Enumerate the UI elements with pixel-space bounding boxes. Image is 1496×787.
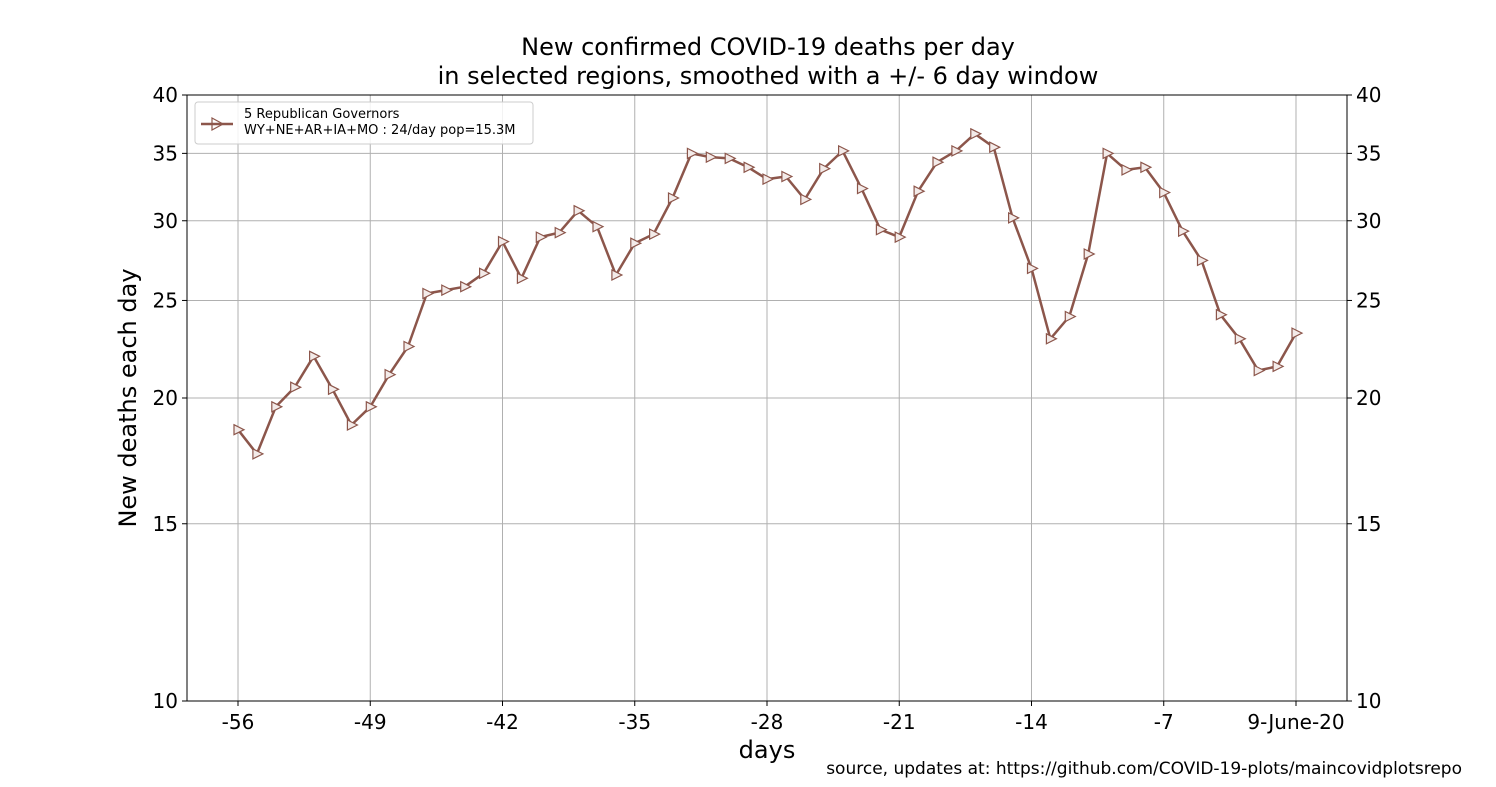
data-point-marker (1215, 308, 1228, 321)
y-axis-label: New deaths each day (114, 268, 142, 527)
legend-entry-label: WY+NE+AR+IA+MO : 24/day pop=15.3M (244, 123, 516, 138)
data-point-marker (365, 400, 378, 413)
y-tick-label-left: 20 (153, 386, 178, 410)
data-point-marker (1026, 262, 1039, 275)
data-point-marker (233, 423, 246, 436)
data-point-marker (384, 368, 397, 381)
data-point-marker (535, 231, 548, 244)
y-tick-label-left: 40 (153, 83, 178, 107)
data-point-marker (1140, 161, 1153, 174)
y-axis-right: 10 15 20 25 30 35 40 (1347, 83, 1381, 713)
y-tick-label-left: 15 (153, 512, 178, 536)
data-point-marker (894, 231, 907, 244)
data-point-marker (1045, 332, 1058, 345)
y-tick-label-right: 20 (1356, 386, 1381, 410)
chart-title-line-2: in selected regions, smoothed with a +/-… (438, 62, 1099, 90)
x-axis-label: days (739, 736, 796, 764)
y-axis-left: 10 15 20 25 30 35 40 (153, 83, 187, 713)
y-tick-label-left: 30 (153, 209, 178, 233)
data-point-marker (497, 235, 510, 248)
data-point-marker (1121, 163, 1134, 176)
x-axis: -56 -49 -42 -35 -28 -21 -14 -7 9-June-20 (222, 701, 1345, 734)
chart-title-line-1: New confirmed COVID-19 deaths per day (521, 33, 1015, 61)
y-tick-label-right: 25 (1356, 288, 1381, 312)
x-tick-label: -7 (1154, 710, 1174, 734)
y-tick-label-right: 15 (1356, 512, 1381, 536)
data-point-marker (1064, 310, 1077, 323)
data-point-marker (1196, 254, 1209, 267)
data-point-marker (252, 447, 265, 460)
x-tick-label: -14 (1015, 710, 1048, 734)
data-point-marker (1159, 186, 1172, 199)
data-point-marker (781, 170, 794, 183)
legend-box (194, 101, 534, 145)
x-tick-label: -42 (486, 710, 519, 734)
y-tick-label-left: 35 (153, 141, 178, 165)
data-point-marker (724, 152, 737, 165)
data-point-marker (686, 147, 699, 160)
data-point-marker (460, 280, 473, 293)
data-point-marker (630, 237, 643, 250)
legend: 5 Republican Governors WY+NE+AR+IA+MO : … (194, 101, 534, 145)
y-tick-label-left: 10 (153, 689, 178, 713)
data-point-marker (970, 127, 983, 140)
x-tick-label: -28 (751, 710, 784, 734)
data-point-marker (441, 284, 454, 297)
source-note: source, updates at: https://github.com/C… (826, 759, 1462, 779)
grid-lines (187, 94, 1347, 702)
data-point-marker (1008, 211, 1020, 224)
data-point-marker (554, 226, 567, 239)
data-point-marker (327, 383, 340, 396)
data-point-marker (913, 185, 926, 198)
data-point-marker (1272, 360, 1285, 373)
data-point-marker (1178, 225, 1190, 238)
data-point-marker (875, 223, 888, 236)
data-point-marker (309, 350, 321, 363)
chart-title: New confirmed COVID-19 deaths per day in… (438, 33, 1099, 90)
legend-marker-swatch (211, 116, 225, 132)
y-tick-label-right: 30 (1356, 209, 1381, 233)
data-point-marker (611, 269, 624, 281)
data-point-marker (346, 419, 359, 431)
data-point-marker (479, 267, 491, 280)
y-tick-label-right: 35 (1356, 141, 1381, 165)
series-layer (233, 127, 1304, 460)
data-point-marker (762, 173, 775, 186)
data-point-marker (271, 400, 284, 413)
data-point-marker (1291, 327, 1304, 340)
x-tick-label: -21 (883, 710, 916, 734)
data-point-marker (1253, 364, 1266, 377)
data-point-marker (516, 272, 529, 285)
data-point-marker (649, 228, 661, 241)
data-point-marker (932, 156, 945, 169)
x-tick-label: -35 (618, 710, 651, 734)
data-point-marker (1234, 332, 1247, 345)
y-tick-label-right: 40 (1356, 83, 1381, 107)
data-point-marker (573, 204, 586, 217)
data-point-marker (1102, 147, 1115, 160)
data-point-marker (838, 144, 850, 157)
data-point-marker (743, 161, 756, 174)
data-point-marker (592, 220, 605, 233)
x-tick-label: -49 (354, 710, 387, 734)
data-point-marker (819, 162, 832, 175)
data-point-marker (989, 141, 1002, 154)
data-point-marker (951, 144, 964, 157)
y-tick-label-right: 10 (1356, 689, 1381, 713)
data-point-marker (422, 287, 435, 300)
y-tick-label-left: 25 (153, 288, 178, 312)
x-tick-label: 9-June-20 (1247, 710, 1344, 734)
data-point-marker (290, 381, 303, 394)
data-point-marker (403, 340, 416, 353)
data-point-marker (1083, 248, 1096, 260)
x-tick-label: -56 (222, 710, 255, 734)
data-point-marker (800, 193, 813, 206)
data-point-marker (667, 192, 680, 204)
data-point-marker (856, 182, 869, 195)
data-point-marker (705, 151, 718, 164)
legend-title: 5 Republican Governors (244, 107, 400, 122)
